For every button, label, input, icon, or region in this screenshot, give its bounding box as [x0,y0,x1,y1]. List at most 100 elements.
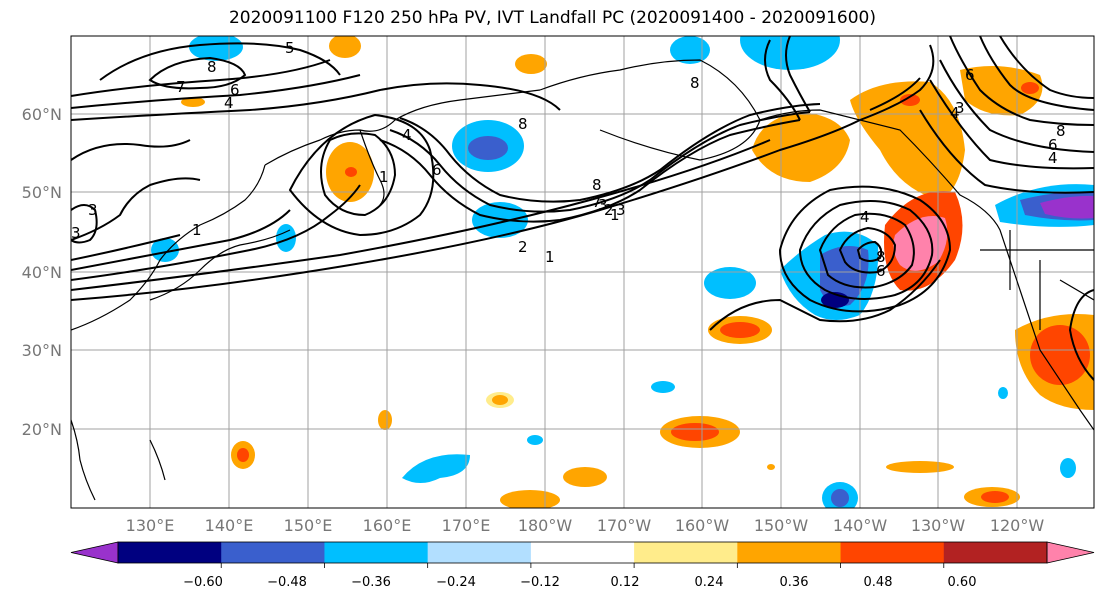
negative-anomaly-region [831,489,849,507]
colorbar-segment [427,542,532,563]
colorbar-tick-label: −0.60 [183,575,223,590]
contour-label: 4 [1048,149,1058,167]
colorbar-segment [221,542,325,563]
contour-label: 6 [432,161,442,179]
pv-contours [71,36,1094,381]
positive-anomaly-region [720,322,760,338]
lat-tick-label: 40°N [22,263,62,282]
colorbar-extend-max [1046,541,1095,564]
contour-label: 4 [860,208,870,226]
lon-tick-label: 160°E [363,516,412,535]
lat-tick-label: 20°N [22,420,62,439]
map-title: 2020091100 F120 250 hPa PV, IVT Landfall… [228,8,876,28]
contour-label: 7 [592,193,602,211]
contour-label: 8 [876,248,886,266]
contour-label: 1 [192,221,202,239]
map-frame [70,35,1095,509]
positive-anomaly-region [329,36,361,58]
coastlines [71,59,1094,501]
colorbar-tick-label: 0.12 [611,575,640,590]
colorbar-segment [118,542,222,563]
contour-label: 1 [610,206,620,224]
lon-tick-label: 160°W [675,516,730,535]
lat-tick-label: 30°N [22,341,62,360]
contour-label: 8 [592,176,602,194]
lon-tick-label: 170°W [597,516,652,535]
positive-anomaly-region [345,167,357,177]
positive-anomaly-region [981,491,1009,503]
negative-anomaly-region [1060,458,1076,478]
positive-anomaly-region [960,66,1043,116]
colorbar-tick-label: −0.12 [520,575,560,590]
colorbar-extend-min [70,541,119,564]
colorbar-tick-label: −0.48 [267,575,307,590]
negative-anomaly-region [740,36,840,70]
lon-tick-label: 130°E [126,516,175,535]
negative-anomaly-region [651,381,675,393]
negative-anomaly-region [527,435,543,445]
colorbar-tick-label: 0.24 [695,575,724,590]
contour-label: 2 [518,238,528,256]
lon-tick-label: 130°W [911,516,966,535]
lat-tick-label: 50°N [22,183,62,202]
lon-tick-label: 140°W [833,516,888,535]
contour-label: 3 [598,196,608,214]
positive-anomaly-region [492,395,508,405]
negative-anomaly-region [151,238,179,262]
positive-anomaly-region [181,97,205,107]
contour-label: 4 [950,104,960,122]
negative-anomaly-region [402,454,470,483]
negative-anomaly-region [1040,195,1094,219]
positive-anomaly-region [563,467,607,487]
colorbar-segment [530,542,635,563]
colorbar-segment [943,542,1048,563]
contour-label: 4 [402,126,412,144]
lon-tick-label: 140°E [205,516,254,535]
colorbar-ticks [220,563,945,568]
contour-label: 6 [230,81,240,99]
positive-anomaly-region [767,464,775,470]
latitude-labels: 20°N 30°N 40°N 50°N 60°N [22,105,62,439]
longitude-labels: 130°E 140°E 150°E 160°E 170°E 180°W 170°… [126,516,1045,535]
colorbar-segment [324,542,429,563]
positive-anomaly-region [900,94,920,106]
contour-label: 4 [224,94,234,112]
negative-anomaly-region [189,36,243,61]
contour-label: 6 [876,262,886,280]
contour-label: 5 [285,39,295,57]
negative-anomaly-region [998,387,1008,399]
contour-label: 8 [518,115,528,133]
contour-label: 8 [1056,122,1066,140]
positive-anomaly-region [671,423,719,441]
contour-label: 3 [88,201,98,219]
positive-anomaly-region [1021,82,1039,94]
lon-tick-label: 150°W [754,516,809,535]
positive-anomaly-region [752,112,850,182]
negative-anomaly-region [820,246,869,306]
colorbar-outline [117,541,1048,564]
contour-label: 8 [207,58,217,76]
contour-label: 2 [604,201,614,219]
colorbar-segment [737,542,842,563]
lon-tick-label: 120°W [990,516,1045,535]
colorbar-segment [634,542,738,563]
lon-tick-label: 150°E [284,516,333,535]
lat-tick-label: 60°N [22,105,62,124]
contour-label: 3 [71,224,81,242]
positive-anomaly-region [237,448,249,462]
positive-anomaly-region [850,81,965,200]
positive-anomaly-region [500,490,560,508]
negative-anomaly-region [276,224,296,252]
negative-anomaly-region [704,267,756,299]
colorbar: −0.60 −0.48 −0.36 −0.24 −0.12 0.12 0.24 … [70,541,1095,590]
colorbar-segments [70,541,1095,564]
positive-anomaly-region [378,410,392,430]
negative-anomaly-region [670,36,710,64]
lon-tick-label: 180°W [518,516,573,535]
colorbar-tick-label: 0.36 [780,575,809,590]
colorbar-tick-label: 0.60 [948,575,977,590]
contour-label: 1 [379,168,389,186]
positive-anomaly-region [886,461,954,473]
colorbar-tick-label: −0.24 [436,575,476,590]
